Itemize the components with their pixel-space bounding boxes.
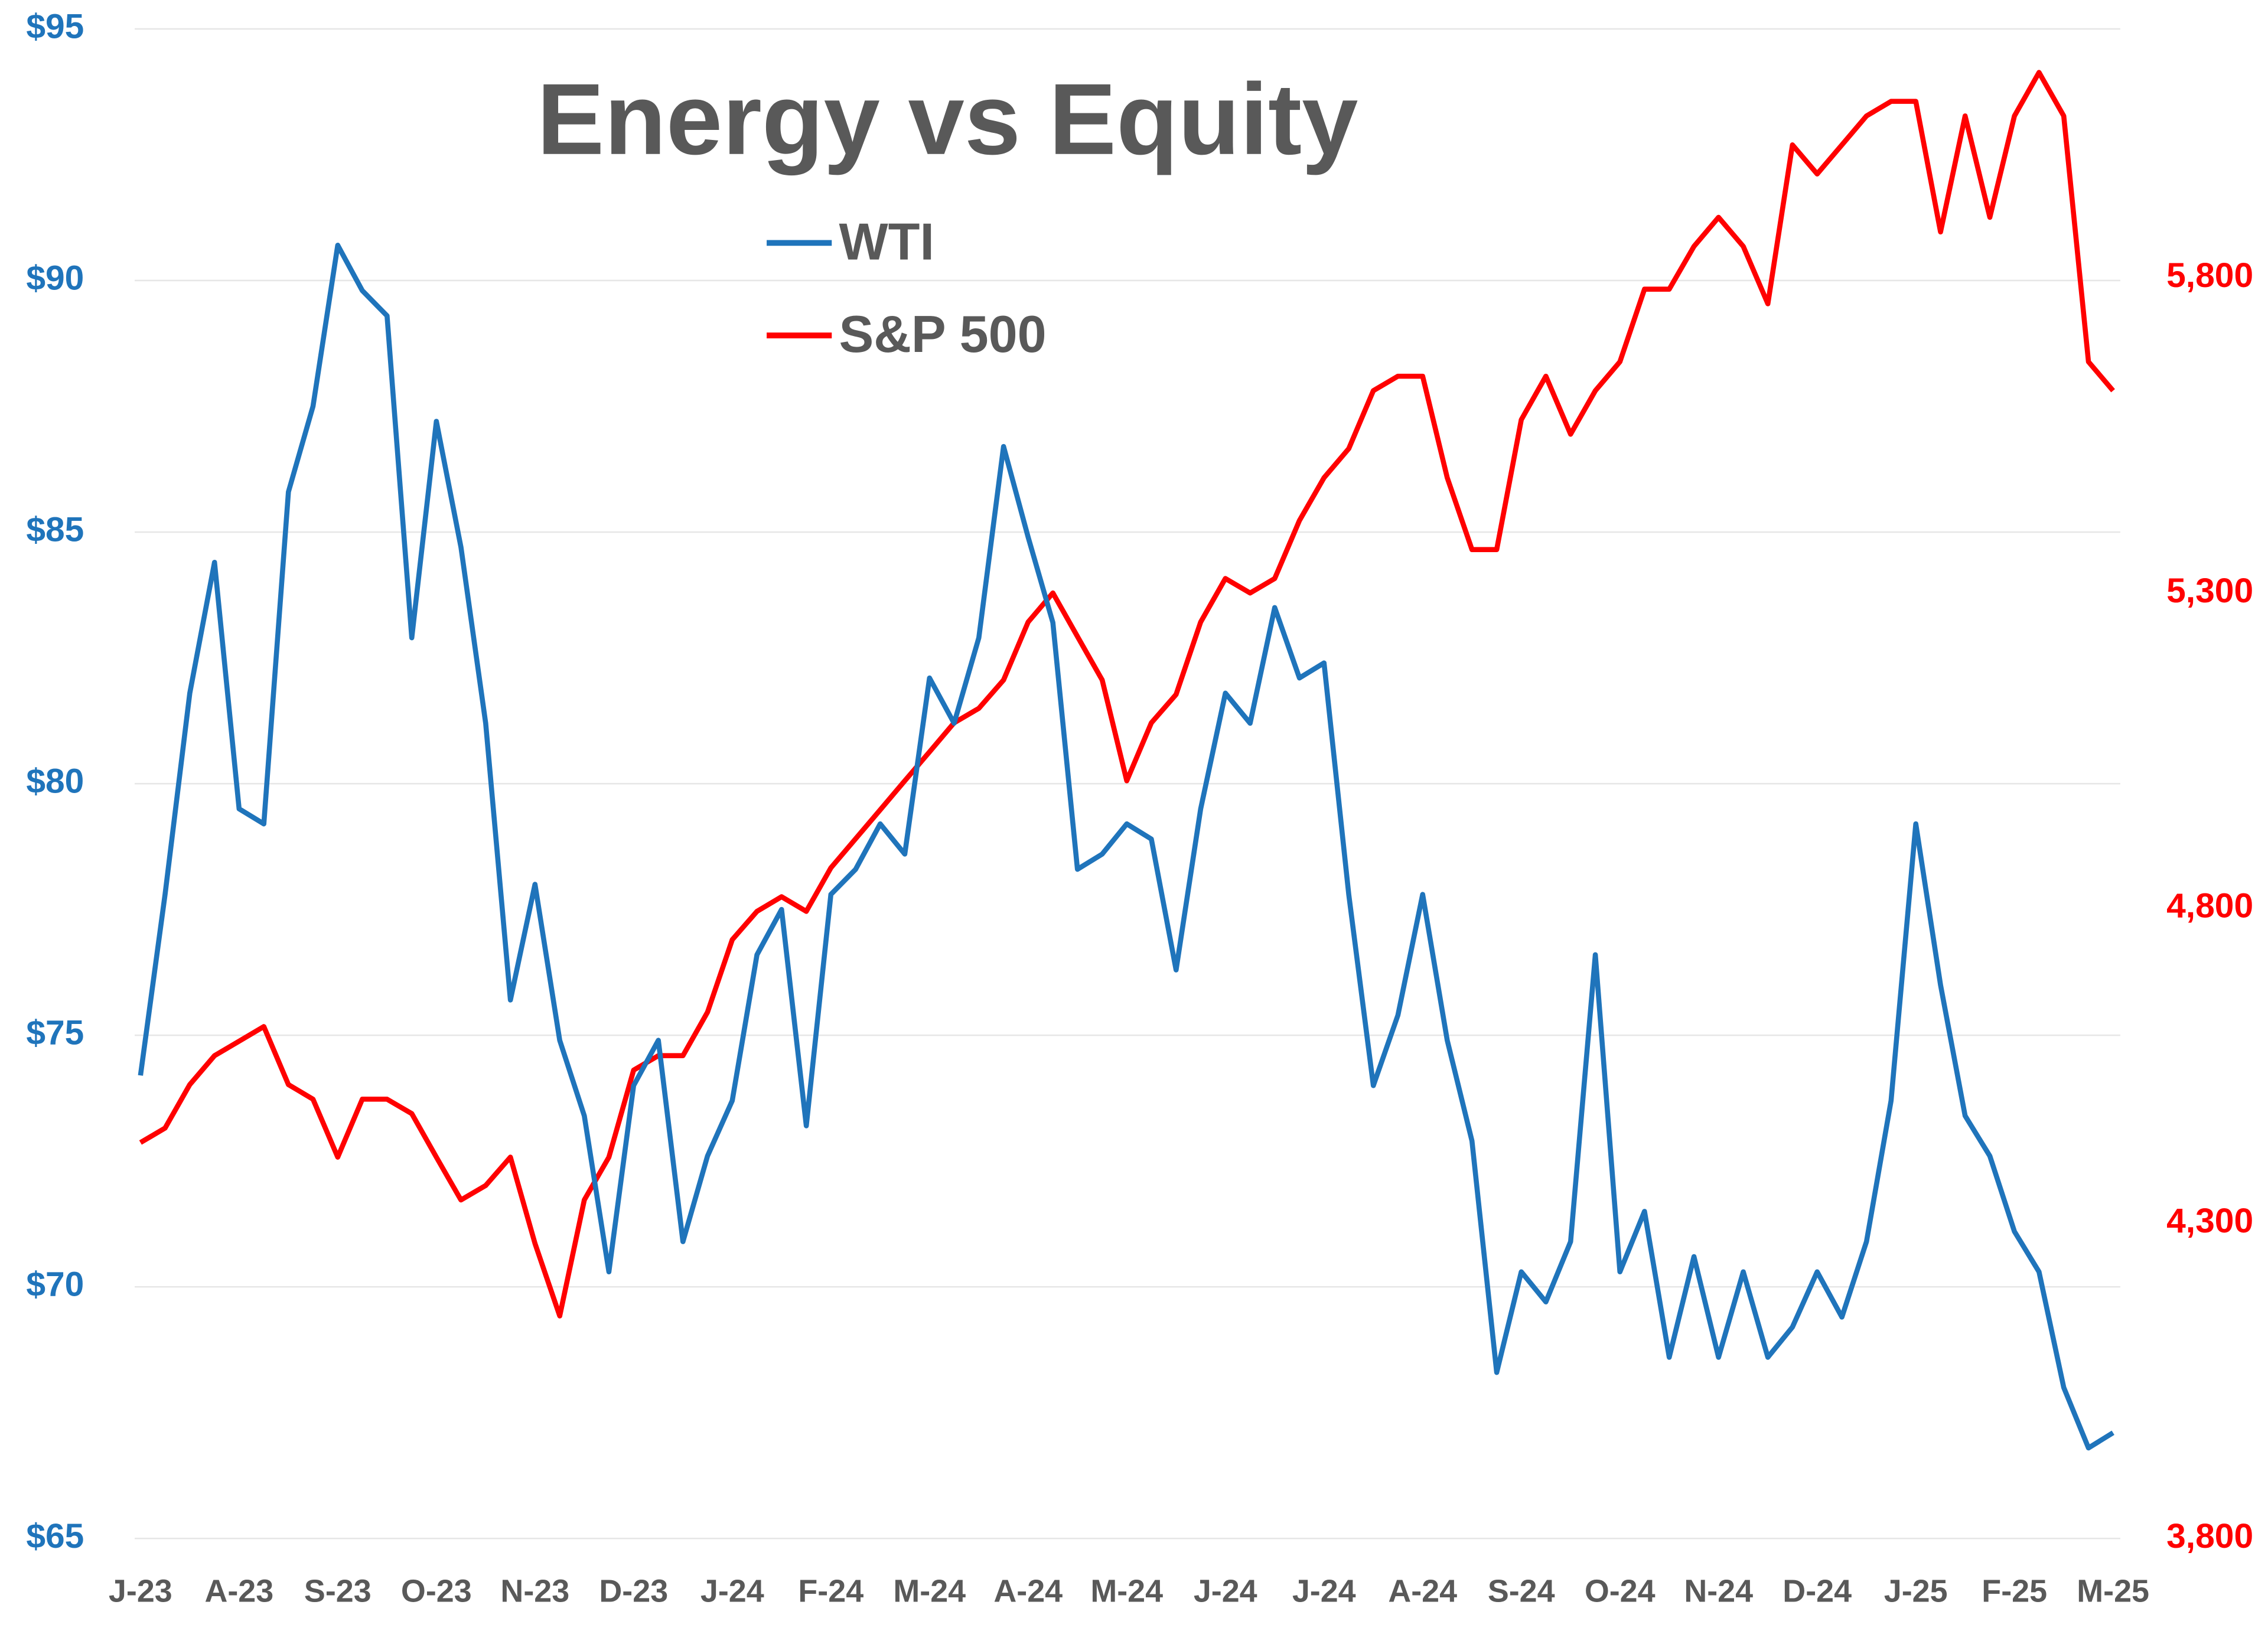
plot bbox=[138, 70, 2115, 1451]
x-tick-label: M-24 bbox=[893, 1574, 966, 1609]
series-line bbox=[138, 242, 2114, 1451]
y-tick-label: $85 bbox=[26, 511, 84, 549]
x-tick-label: N-23 bbox=[500, 1574, 569, 1609]
chart-title: Energy vs Equity bbox=[537, 63, 1358, 176]
y-tick-label: $95 bbox=[26, 7, 84, 45]
x-tick-label: F-24 bbox=[798, 1574, 863, 1609]
x-tick-label: J-25 bbox=[1884, 1574, 1948, 1609]
x-tick-label: J-24 bbox=[700, 1574, 764, 1609]
legend-label: S&P 500 bbox=[839, 305, 1046, 363]
grid bbox=[135, 28, 2120, 1539]
y2-tick-label: 3,800 bbox=[2166, 1517, 2253, 1555]
x-tick-label: D-23 bbox=[599, 1574, 668, 1609]
y-tick-label: $75 bbox=[26, 1014, 84, 1052]
x-tick-label: F-25 bbox=[1982, 1574, 2047, 1609]
y-tick-label: $90 bbox=[26, 259, 84, 298]
x-tick-label: O-24 bbox=[1585, 1574, 1656, 1609]
x-tick-label: M-25 bbox=[2077, 1574, 2149, 1609]
x-tick-label: N-24 bbox=[1684, 1574, 1753, 1609]
x-tick-label: A-24 bbox=[993, 1574, 1063, 1609]
x-tick-label: J-23 bbox=[109, 1574, 172, 1609]
x-tick-label: O-23 bbox=[401, 1574, 472, 1609]
x-tick-label: S-24 bbox=[1488, 1574, 1555, 1609]
y2-tick-label: 4,800 bbox=[2166, 886, 2253, 925]
y2-tick-label: 5,300 bbox=[2166, 572, 2253, 610]
y2-tick-label: 5,800 bbox=[2166, 256, 2253, 295]
x-tick-label: M-24 bbox=[1090, 1574, 1163, 1609]
x-tick-label: J-24 bbox=[1194, 1574, 1257, 1609]
series-line bbox=[139, 70, 2115, 1319]
y-tick-label: $65 bbox=[26, 1517, 84, 1555]
legend-label: WTI bbox=[839, 213, 934, 271]
x-tick-label: D-24 bbox=[1783, 1574, 1852, 1609]
y2-tick-label: 4,300 bbox=[2166, 1202, 2253, 1240]
x-tick-label: A-23 bbox=[204, 1574, 273, 1609]
y-tick-label: $80 bbox=[26, 762, 84, 801]
x-tick-label: S-23 bbox=[304, 1574, 372, 1609]
x-tick-label: J-24 bbox=[1292, 1574, 1356, 1609]
y-tick-label: $70 bbox=[26, 1265, 84, 1304]
x-tick-label: A-24 bbox=[1388, 1574, 1457, 1609]
